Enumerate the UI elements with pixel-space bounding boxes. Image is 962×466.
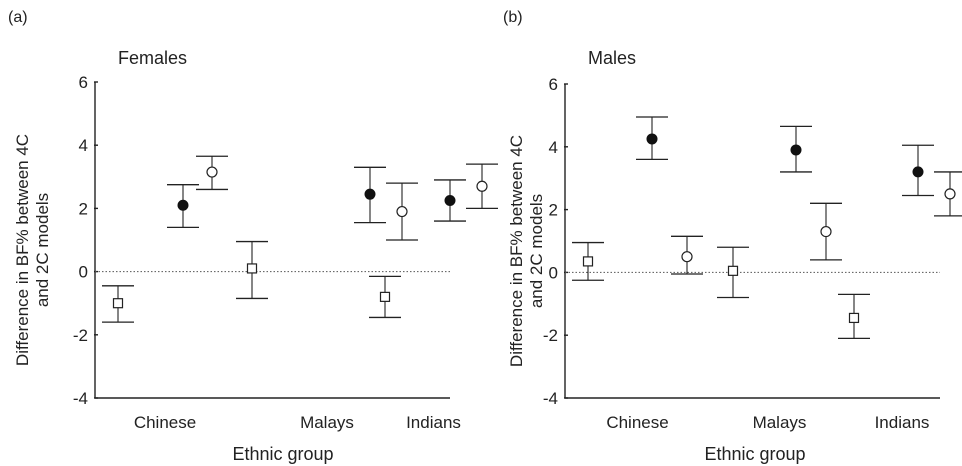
panel-a: (a) Females -4 -2 0 2 4 6 Difference in BF% betw… (8, 9, 498, 464)
y-tick-label: 2 (549, 201, 558, 220)
y-tick-label: 6 (79, 73, 88, 92)
open-circle-marker (396, 205, 408, 218)
x-axis-label: Ethnic group (232, 444, 333, 464)
square-marker (848, 312, 860, 324)
filled-circle-marker (177, 199, 189, 211)
open-circle-marker (681, 251, 693, 263)
square-marker (379, 291, 391, 302)
x-tick-label: Malays (300, 413, 354, 432)
x-tick-label: Indians (875, 413, 930, 432)
y-axis-label-line1: Difference in BF% between 4C (507, 135, 526, 367)
filled-circle-marker (444, 195, 456, 206)
square-marker (246, 263, 258, 274)
y-tick-label: 6 (549, 75, 558, 94)
y-tick-label: -2 (73, 326, 88, 345)
x-tick-label: Indians (406, 413, 461, 432)
panel-b: (b) Males -4 -2 0 2 4 6 Difference in BF% betwee… (503, 9, 962, 464)
panel-label: (b) (503, 9, 523, 26)
square-marker (582, 256, 594, 267)
filled-circle-marker (364, 188, 376, 200)
y-tick-label: -2 (543, 326, 558, 345)
x-tick-label: Malays (753, 413, 807, 432)
y-axis-label-line2: and 2C models (527, 194, 546, 308)
filled-circle-marker (912, 166, 924, 178)
x-axis-label: Ethnic group (704, 444, 805, 464)
y-tick-label: 0 (79, 263, 88, 282)
y-tick-label: 4 (549, 138, 558, 157)
panel-label: (a) (8, 9, 28, 26)
square-marker (112, 298, 124, 309)
filled-circle-marker (790, 144, 802, 156)
open-circle-marker (206, 166, 218, 178)
y-axis-label-line1: Difference in BF% between 4C (13, 134, 32, 366)
y-tick-label: -4 (543, 389, 558, 408)
square-marker (727, 265, 739, 276)
open-circle-marker (944, 188, 956, 200)
y-tick-label: -4 (73, 389, 88, 408)
y-tick-label: 0 (549, 263, 558, 282)
filled-circle-marker (646, 133, 658, 145)
x-tick-label: Chinese (606, 413, 668, 432)
open-circle-marker (820, 225, 832, 238)
x-tick-label: Chinese (134, 413, 196, 432)
open-circle-marker (476, 180, 488, 192)
y-tick-label: 2 (79, 199, 88, 218)
subplot-title: Females (118, 48, 187, 68)
subplot-title: Males (588, 48, 636, 68)
y-tick-label: 4 (79, 136, 88, 155)
y-axis-label-line2: and 2C models (33, 193, 52, 307)
